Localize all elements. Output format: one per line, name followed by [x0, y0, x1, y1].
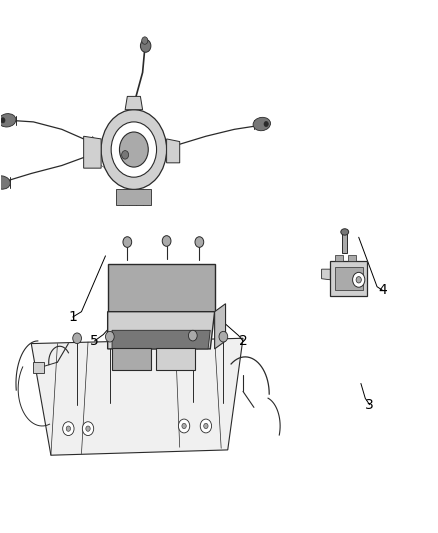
Bar — [117, 189, 151, 205]
Circle shape — [356, 277, 361, 283]
Circle shape — [106, 332, 114, 342]
Bar — [335, 255, 343, 261]
Text: 3: 3 — [365, 398, 374, 411]
Circle shape — [182, 423, 186, 429]
Polygon shape — [108, 264, 215, 312]
Circle shape — [66, 426, 71, 431]
Circle shape — [200, 419, 212, 433]
Ellipse shape — [0, 114, 16, 127]
Ellipse shape — [0, 176, 10, 189]
Circle shape — [141, 39, 151, 52]
Polygon shape — [215, 304, 226, 349]
Circle shape — [219, 332, 228, 342]
Bar — [112, 348, 151, 370]
Polygon shape — [108, 312, 215, 349]
Circle shape — [162, 236, 171, 246]
Bar — [348, 255, 356, 261]
Polygon shape — [112, 330, 210, 349]
Circle shape — [204, 423, 208, 429]
Polygon shape — [321, 269, 330, 280]
Polygon shape — [125, 96, 143, 110]
Circle shape — [353, 272, 365, 287]
Circle shape — [195, 237, 204, 247]
Circle shape — [122, 151, 129, 159]
Circle shape — [264, 122, 268, 127]
Polygon shape — [31, 338, 243, 455]
Circle shape — [142, 37, 148, 44]
Circle shape — [111, 122, 156, 177]
Text: 4: 4 — [378, 284, 387, 297]
Ellipse shape — [341, 229, 349, 235]
Circle shape — [63, 422, 74, 435]
Circle shape — [82, 422, 94, 435]
Bar — [155, 348, 195, 370]
Text: 5: 5 — [90, 334, 99, 348]
Bar — [330, 261, 367, 296]
Bar — [33, 362, 44, 373]
Polygon shape — [166, 139, 180, 163]
Circle shape — [188, 330, 197, 341]
Polygon shape — [84, 136, 101, 168]
Circle shape — [73, 333, 81, 344]
Circle shape — [1, 118, 5, 123]
Circle shape — [178, 419, 190, 433]
Bar — [335, 266, 363, 290]
Circle shape — [86, 426, 90, 431]
Circle shape — [123, 237, 132, 247]
Circle shape — [101, 110, 166, 189]
Circle shape — [120, 132, 148, 167]
Bar — [342, 232, 347, 253]
Ellipse shape — [253, 117, 271, 131]
Text: 1: 1 — [68, 310, 77, 324]
Text: 2: 2 — [239, 334, 247, 348]
